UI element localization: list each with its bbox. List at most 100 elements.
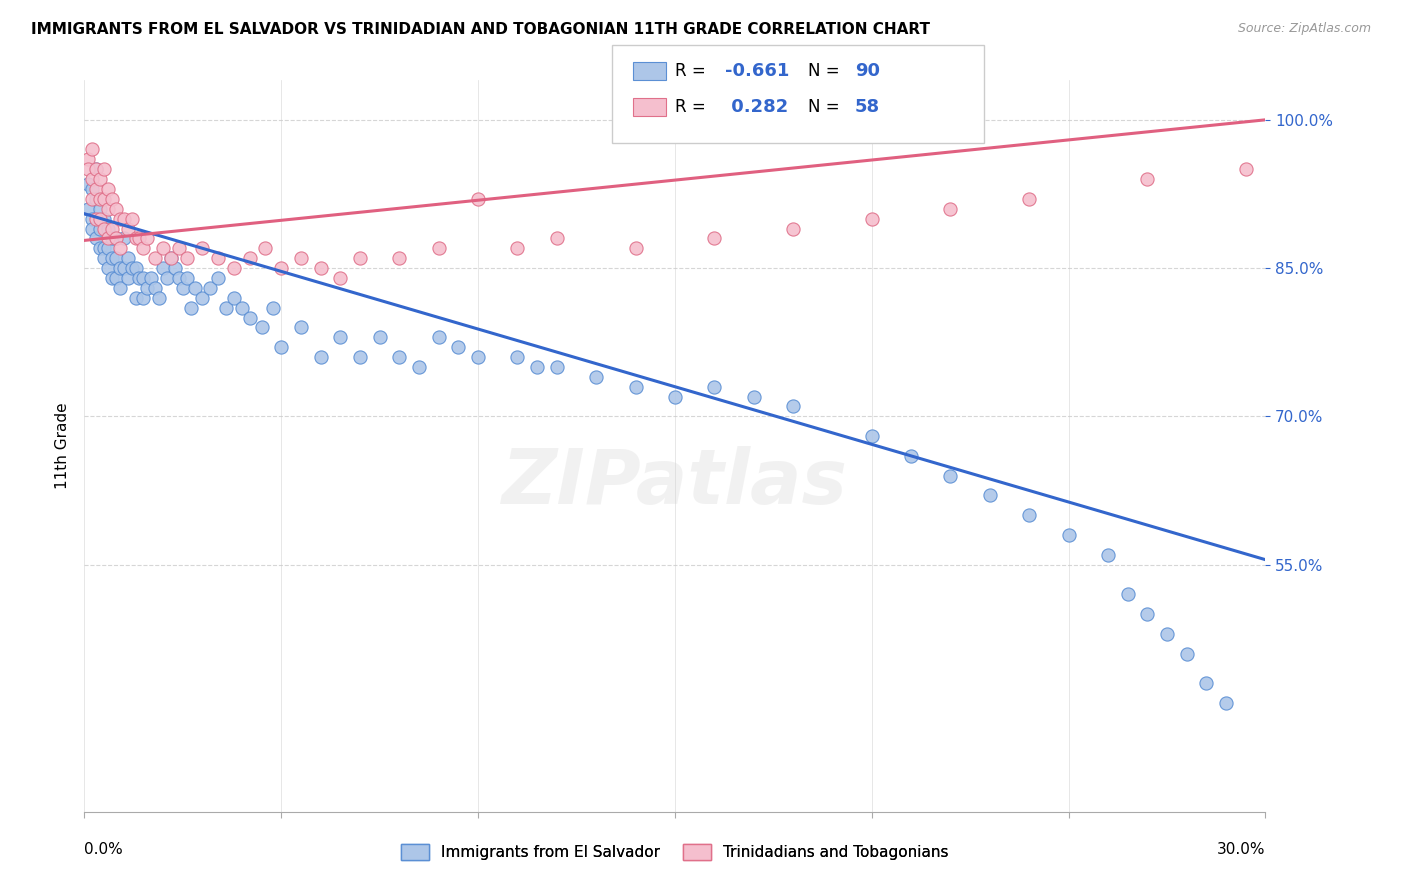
Point	[82, 143, 104, 157]
Point	[270, 261, 292, 276]
Point	[207, 251, 229, 265]
Point	[121, 211, 143, 226]
Point	[97, 231, 120, 245]
Point	[93, 241, 115, 255]
Point	[84, 192, 107, 206]
Point	[82, 172, 104, 186]
Point	[349, 251, 371, 265]
Point	[89, 211, 111, 226]
Point	[84, 162, 107, 177]
Point	[124, 291, 146, 305]
Point	[82, 182, 104, 196]
Point	[1057, 528, 1080, 542]
Point	[329, 271, 352, 285]
Point	[82, 221, 104, 235]
Point	[900, 449, 922, 463]
Point	[703, 231, 725, 245]
Point	[117, 251, 139, 265]
Text: R =: R =	[675, 98, 711, 116]
Point	[101, 271, 124, 285]
Point	[191, 291, 214, 305]
Point	[222, 291, 245, 305]
Point	[254, 241, 277, 255]
Point	[132, 291, 155, 305]
Text: N =: N =	[808, 98, 845, 116]
Point	[77, 177, 100, 191]
Point	[121, 261, 143, 276]
Point	[97, 221, 120, 235]
Point	[1136, 607, 1159, 621]
Point	[1018, 508, 1040, 523]
Legend: Immigrants from El Salvador, Trinidadians and Tobagonians: Immigrants from El Salvador, Trinidadian…	[395, 838, 955, 866]
Point	[703, 380, 725, 394]
Text: ZIPatlas: ZIPatlas	[502, 446, 848, 519]
Text: -0.661: -0.661	[725, 62, 790, 80]
Point	[89, 202, 111, 216]
Point	[89, 172, 111, 186]
Point	[143, 251, 166, 265]
Point	[239, 310, 262, 325]
Y-axis label: 11th Grade: 11th Grade	[55, 402, 70, 490]
Point	[124, 231, 146, 245]
Text: 58: 58	[855, 98, 880, 116]
Point	[117, 271, 139, 285]
Point	[447, 340, 470, 354]
Point	[782, 400, 804, 414]
Point	[222, 261, 245, 276]
Point	[112, 211, 135, 226]
Text: R =: R =	[675, 62, 711, 80]
Point	[101, 251, 124, 265]
Point	[860, 211, 883, 226]
Point	[329, 330, 352, 344]
Point	[1195, 676, 1218, 690]
Point	[239, 251, 262, 265]
Text: IMMIGRANTS FROM EL SALVADOR VS TRINIDADIAN AND TOBAGONIAN 11TH GRADE CORRELATION: IMMIGRANTS FROM EL SALVADOR VS TRINIDADI…	[31, 22, 929, 37]
Point	[506, 350, 529, 364]
Point	[368, 330, 391, 344]
Point	[82, 192, 104, 206]
Point	[408, 359, 430, 374]
Point	[167, 241, 190, 255]
Point	[176, 271, 198, 285]
Text: 0.0%: 0.0%	[84, 842, 124, 857]
Point	[101, 231, 124, 245]
Point	[1156, 627, 1178, 641]
Point	[388, 251, 411, 265]
Point	[128, 271, 150, 285]
Point	[108, 261, 131, 276]
Point	[664, 390, 686, 404]
Point	[132, 271, 155, 285]
Point	[117, 221, 139, 235]
Point	[128, 231, 150, 245]
Point	[156, 271, 179, 285]
Point	[309, 350, 332, 364]
Point	[215, 301, 238, 315]
Point	[624, 380, 647, 394]
Point	[160, 251, 183, 265]
Point	[148, 291, 170, 305]
Point	[1234, 162, 1257, 177]
Point	[112, 261, 135, 276]
Point	[250, 320, 273, 334]
Point	[290, 320, 312, 334]
Point	[112, 231, 135, 245]
Point	[84, 162, 107, 177]
Point	[108, 211, 131, 226]
Point	[262, 301, 284, 315]
Point	[427, 241, 450, 255]
Point	[104, 251, 127, 265]
Point	[163, 261, 186, 276]
Point	[290, 251, 312, 265]
Text: 0.282: 0.282	[725, 98, 789, 116]
Text: N =: N =	[808, 62, 845, 80]
Point	[93, 192, 115, 206]
Point	[467, 350, 489, 364]
Point	[1215, 696, 1237, 710]
Point	[979, 488, 1001, 502]
Point	[349, 350, 371, 364]
Point	[93, 251, 115, 265]
Point	[742, 390, 765, 404]
Point	[93, 162, 115, 177]
Text: 30.0%: 30.0%	[1218, 842, 1265, 857]
Point	[84, 182, 107, 196]
